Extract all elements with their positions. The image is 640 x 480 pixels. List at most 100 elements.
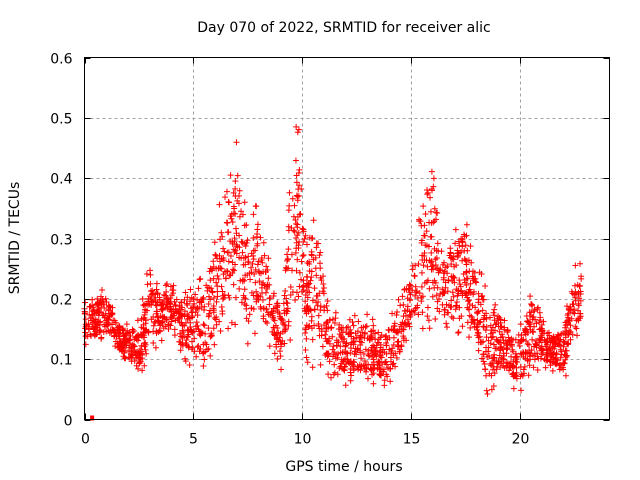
data-point xyxy=(561,351,568,358)
data-point xyxy=(179,327,186,334)
data-point xyxy=(393,311,400,318)
data-point xyxy=(192,291,199,298)
data-point xyxy=(538,332,545,339)
data-point xyxy=(480,351,487,358)
data-point xyxy=(231,248,238,255)
data-point xyxy=(476,269,483,276)
data-point xyxy=(197,275,204,282)
data-point xyxy=(164,298,171,305)
data-point xyxy=(319,288,326,295)
data-point xyxy=(432,256,439,263)
data-point xyxy=(448,261,455,268)
data-point xyxy=(473,279,480,286)
data-point xyxy=(293,267,300,274)
data-point xyxy=(547,350,554,357)
data-point xyxy=(292,157,299,164)
data-point xyxy=(361,357,368,364)
data-point xyxy=(292,217,299,224)
data-point xyxy=(212,251,219,258)
data-point xyxy=(442,284,449,291)
data-point xyxy=(313,244,320,251)
data-point xyxy=(110,327,117,334)
grid-lines xyxy=(84,57,610,420)
data-point xyxy=(317,361,324,368)
data-point xyxy=(323,319,330,326)
data-point xyxy=(153,310,160,317)
data-point xyxy=(157,313,164,320)
data-point xyxy=(255,258,262,265)
data-point xyxy=(169,287,176,294)
data-point xyxy=(492,345,499,352)
data-point xyxy=(232,185,239,192)
data-point xyxy=(479,296,486,303)
data-point xyxy=(395,296,402,303)
data-point xyxy=(222,268,229,275)
data-point xyxy=(577,260,584,267)
data-point xyxy=(159,318,166,325)
data-point xyxy=(95,309,102,316)
data-point xyxy=(140,321,147,328)
data-point xyxy=(540,318,547,325)
data-point xyxy=(482,327,489,334)
data-point xyxy=(187,298,194,305)
data-point xyxy=(124,327,131,334)
data-point xyxy=(571,282,578,289)
data-point xyxy=(347,365,354,372)
data-point xyxy=(503,363,510,370)
data-point xyxy=(561,339,568,346)
data-point xyxy=(181,322,188,329)
data-point xyxy=(206,293,213,300)
data-point xyxy=(504,329,511,336)
data-point xyxy=(480,358,487,365)
data-point xyxy=(121,354,128,361)
data-point xyxy=(465,298,472,305)
data-point xyxy=(200,362,207,369)
data-point xyxy=(313,292,320,299)
data-point xyxy=(222,194,229,201)
data-point xyxy=(100,301,107,308)
data-point xyxy=(147,280,154,287)
data-point xyxy=(431,205,438,212)
data-point xyxy=(474,310,481,317)
data-point xyxy=(425,317,432,324)
data-point xyxy=(482,283,489,290)
data-point xyxy=(320,281,327,288)
data-point xyxy=(541,336,548,343)
data-point xyxy=(287,337,294,344)
data-point xyxy=(217,328,224,335)
data-point xyxy=(441,306,448,313)
data-point xyxy=(496,328,503,335)
data-point xyxy=(181,308,188,315)
data-point xyxy=(82,299,89,306)
data-point xyxy=(434,305,441,312)
data-point xyxy=(384,373,391,380)
data-point xyxy=(140,329,147,336)
data-point xyxy=(431,218,438,225)
data-point xyxy=(189,338,196,345)
data-point xyxy=(441,289,448,296)
data-point xyxy=(447,245,454,252)
data-point xyxy=(153,286,160,293)
x-tick-label: 15 xyxy=(403,432,421,448)
data-point xyxy=(296,269,303,276)
data-point xyxy=(497,364,504,371)
data-point xyxy=(307,277,314,284)
data-point xyxy=(328,374,335,381)
data-point xyxy=(285,223,292,230)
data-point xyxy=(488,327,495,334)
data-point xyxy=(530,364,537,371)
data-point xyxy=(441,311,448,318)
data-point xyxy=(534,366,541,373)
data-point xyxy=(463,269,470,276)
data-point xyxy=(250,292,257,299)
data-point xyxy=(504,345,511,352)
data-point xyxy=(318,277,325,284)
data-point xyxy=(492,321,499,328)
data-point xyxy=(434,298,441,305)
data-point xyxy=(201,303,208,310)
data-point xyxy=(163,280,170,287)
data-point xyxy=(263,263,270,270)
data-point xyxy=(221,248,228,255)
data-point xyxy=(286,189,293,196)
data-point xyxy=(358,339,365,346)
